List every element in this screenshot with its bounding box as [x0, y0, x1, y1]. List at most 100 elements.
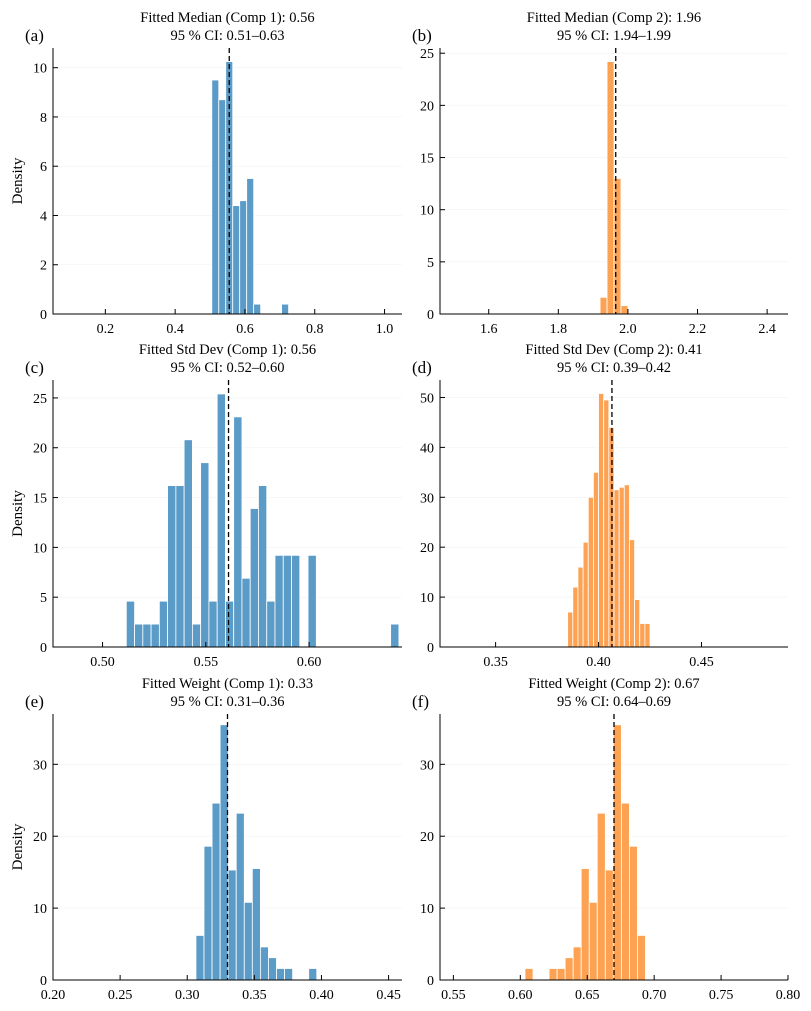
histogram-bar-c-20: [291, 554, 301, 648]
histogram-bar-c-2: [142, 623, 152, 648]
histogram-bar-d-6: [598, 393, 605, 648]
x-tick-label-e-2: 0.30: [175, 988, 200, 1003]
x-tick-label-f-3: 0.70: [642, 988, 667, 1003]
histogram-bar-e-5: [235, 812, 245, 981]
histogram-bar-d-5: [593, 471, 599, 648]
y-tick-label-c-5: 25: [33, 392, 47, 407]
histogram-bar-b-3: [620, 305, 629, 315]
y-tick-label-a-5: 10: [33, 62, 47, 77]
histogram-bar-c-4: [158, 600, 169, 648]
histogram-bar-c-0: [125, 600, 135, 648]
histogram-bar-d-12: [629, 539, 635, 648]
y-tick-label-e-0: 0: [40, 974, 47, 989]
x-tick-label-d-1: 0.40: [586, 655, 611, 670]
y-tick-label-a-3: 6: [40, 160, 47, 175]
panel-d: 0.35 0.40 0.45 0 10 20 30 40 50 Fitted Std Dev (C…: [412, 342, 788, 670]
histogram-bar-c-19: [282, 554, 292, 648]
x-tick-label-c-1: 0.55: [194, 655, 219, 670]
y-tick-label-c-2: 10: [33, 541, 47, 556]
panel-title-f-line-2: 95 % CI: 0.64–0.69: [557, 694, 671, 710]
y-axis-label-e: Density: [10, 823, 26, 870]
histogram-bar-f-7: [596, 812, 606, 981]
histogram-bar-d-7: [603, 399, 610, 648]
histogram-bar-a-7: [281, 303, 289, 315]
x-tick-label-a-0: 0.2: [97, 322, 115, 337]
panel-title-c-line-1: Fitted Std Dev (Comp 1): 0.56: [139, 342, 316, 358]
x-tick-label-f-1: 0.60: [508, 988, 533, 1003]
y-axis-label-c: Density: [10, 490, 26, 537]
histogram-bar-c-13: [233, 416, 243, 648]
histogram-bar-e-11: [284, 968, 294, 981]
x-tick-label-b-3: 2.2: [689, 322, 707, 337]
histogram-bar-f-1: [548, 968, 558, 981]
histogram-bar-c-21: [307, 554, 317, 648]
histogram-bar-f-5: [580, 868, 590, 981]
x-tick-label-b-1: 1.8: [550, 322, 568, 337]
histogram-bar-f-6: [588, 901, 598, 981]
panel-title-c-line-2: 95 % CI: 0.52–0.60: [171, 360, 285, 376]
panel-title-b-line-2: 95 % CI: 1.94–1.99: [557, 28, 671, 44]
histogram-bar-b-0: [599, 296, 608, 315]
y-tick-label-c-3: 15: [33, 492, 47, 507]
histogram-bar-c-6: [175, 485, 185, 648]
histogram-bar-b-1: [606, 61, 615, 315]
histogram-bar-f-2: [556, 968, 566, 981]
x-tick-label-e-5: 0.45: [376, 988, 401, 1003]
x-tick-label-e-3: 0.35: [242, 988, 267, 1003]
panel-c: 0.50 0.55 0.60 0 5 10 15 20 25 Fitted Std Dev (Co…: [10, 342, 402, 670]
panel-title-a-line-2: 95 % CI: 0.51–0.63: [171, 28, 285, 44]
y-tick-label-b-5: 25: [420, 47, 434, 62]
y-tick-label-a-0: 0: [40, 308, 47, 323]
panel-title-e-line-2: 95 % CI: 0.31–0.36: [171, 694, 285, 710]
x-tick-label-b-4: 2.4: [758, 322, 776, 337]
y-tick-label-e-2: 20: [33, 830, 47, 845]
panel-title-d-line-1: Fitted Std Dev (Comp 2): 0.41: [525, 342, 702, 358]
panel-title-f-line-1: Fitted Weight (Comp 2): 0.67: [528, 676, 699, 692]
x-tick-label-f-0: 0.55: [441, 988, 466, 1003]
histogram-bar-e-10: [276, 968, 285, 981]
x-tick-label-c-0: 0.50: [90, 655, 115, 670]
y-tick-label-f-0: 0: [427, 974, 434, 989]
x-tick-label-f-2: 0.65: [575, 988, 600, 1003]
histogram-bar-c-7: [183, 439, 193, 648]
histogram-bar-f-12: [637, 935, 646, 981]
panel-label-d: (d): [412, 358, 432, 377]
histogram-bar-c-9: [200, 462, 210, 648]
panel-title-d-line-2: 95 % CI: 0.39–0.42: [557, 360, 671, 376]
y-tick-label-d-2: 20: [420, 541, 434, 556]
histogram-bar-e-8: [259, 946, 269, 981]
histogram-bar-c-1: [134, 623, 144, 648]
histogram-bar-d-13: [634, 599, 641, 648]
x-tick-label-a-3: 0.8: [306, 322, 324, 337]
x-tick-label-a-4: 1.0: [376, 322, 394, 337]
histogram-bar-f-0: [524, 968, 534, 981]
histogram-bar-c-16: [258, 485, 268, 648]
y-tick-label-c-1: 5: [40, 591, 47, 606]
panel-label-a: (a): [25, 26, 44, 45]
histogram-bar-e-6: [243, 901, 253, 981]
x-tick-label-d-2: 0.45: [689, 655, 714, 670]
histogram-bar-e-0: [195, 935, 205, 981]
histogram-bar-d-2: [577, 566, 584, 648]
y-tick-label-d-3: 30: [420, 491, 434, 506]
histogram-bar-c-10: [208, 600, 218, 648]
histogram-bar-e-2: [211, 802, 221, 981]
y-tick-label-b-3: 15: [420, 152, 434, 167]
histogram-bar-c-3: [150, 623, 160, 648]
panel-title-b-line-1: Fitted Median (Comp 2): 1.96: [527, 10, 701, 26]
histogram-bar-c-15: [249, 508, 259, 648]
histogram-bar-c-14: [241, 577, 251, 648]
histogram-bar-a-3: [232, 205, 241, 315]
x-tick-label-b-2: 2.0: [619, 322, 637, 337]
panel-label-c: (c): [25, 358, 44, 377]
panel-title-e-line-1: Fitted Weight (Comp 1): 0.33: [142, 676, 313, 692]
panel-a: 0.2 0.4 0.6 0.8 1.0 0 2 4 6 8 10 Fitted Median (Com…: [10, 10, 402, 337]
histogram-bar-c-18: [274, 554, 284, 648]
histogram-bar-f-10: [620, 802, 630, 981]
panel-label-e: (e): [25, 692, 44, 711]
y-tick-label-a-1: 2: [40, 259, 47, 274]
histogram-bar-d-9: [613, 489, 620, 648]
panel-label-b: (b): [412, 26, 432, 45]
histogram-bar-f-3: [564, 957, 574, 981]
histogram-bar-d-3: [582, 541, 589, 648]
